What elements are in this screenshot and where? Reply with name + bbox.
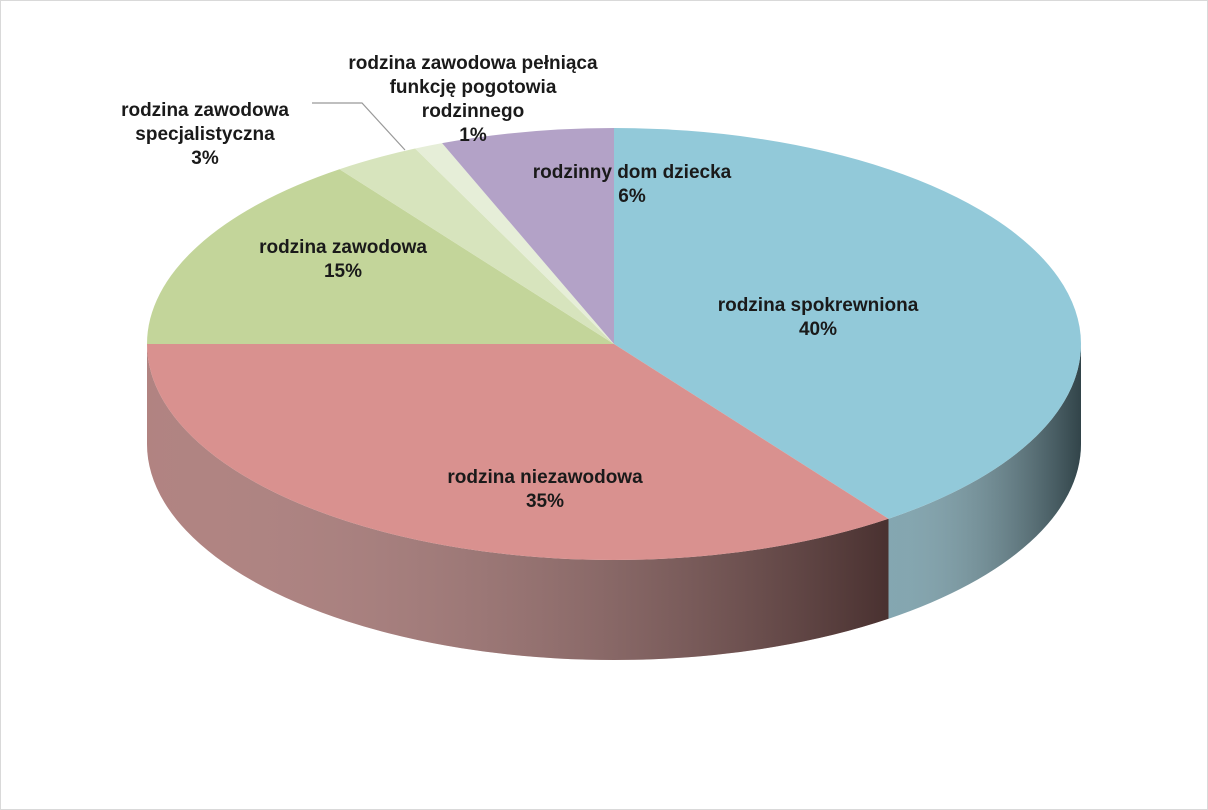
category-label: rodzina zawodowa: [259, 237, 427, 258]
pie-slice: [415, 143, 614, 344]
side-shade: [147, 344, 889, 660]
slice-label: rodzina zawodowa specjalistyczna 3%: [85, 99, 325, 171]
pie-slice: [147, 344, 889, 560]
category-label: rodzinny dom dziecka: [532, 162, 732, 183]
pie-slice: [339, 148, 614, 344]
value-label: 1%: [459, 125, 487, 146]
value-label: 3%: [191, 148, 219, 169]
slice-label: rodzina niezawodowa 35%: [395, 466, 695, 514]
pie-slice: [147, 169, 614, 344]
slice-label: rodzinny dom dziecka 6%: [502, 161, 762, 209]
category-label: rodzina spokrewniona: [717, 295, 919, 316]
slice-label: rodzina spokrewniona 40%: [668, 294, 968, 342]
value-label: 6%: [618, 186, 646, 207]
slice-label: rodzina zawodowa 15%: [213, 236, 473, 284]
value-label: 15%: [323, 261, 363, 282]
category-label: rodzina niezawodowa: [447, 467, 643, 488]
leader-line: [312, 102, 406, 151]
side-shade: [888, 344, 1081, 619]
pie-slice: [614, 128, 1082, 519]
pie-slice: [442, 128, 614, 344]
slice-label: rodzina zawodowa pełniąca funkcję pogoto…: [348, 52, 598, 148]
value-label: 40%: [798, 319, 838, 340]
category-label: rodzina zawodowa specjalistyczna: [121, 100, 289, 145]
value-label: 35%: [525, 491, 565, 512]
category-label: rodzina zawodowa pełniąca funkcję pogoto…: [348, 53, 598, 122]
